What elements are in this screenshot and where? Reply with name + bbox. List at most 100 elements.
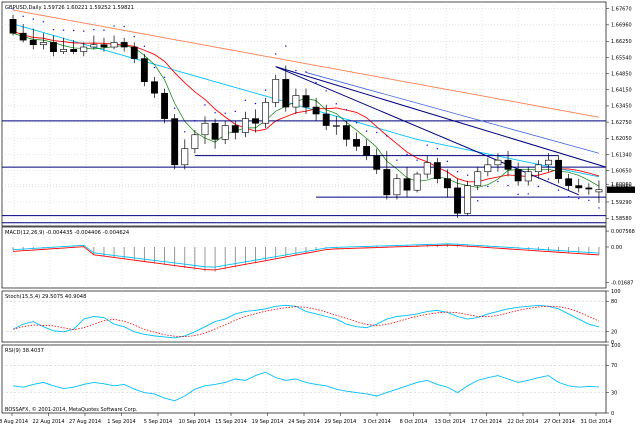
date-tick-label: 1 Sep 2014 xyxy=(107,419,136,425)
candle-body xyxy=(19,32,27,41)
parabolic-sar-dot xyxy=(436,147,439,150)
last-price-label: 1.59821 xyxy=(610,188,631,194)
parabolic-sar-dot xyxy=(62,29,65,31)
candle-body xyxy=(211,122,219,140)
parabolic-sar-dot xyxy=(466,174,469,176)
candle-body xyxy=(272,79,280,103)
parabolic-sar-dot xyxy=(355,122,358,124)
parabolic-sar-dot xyxy=(345,109,348,111)
price-tick-label: 1.63450 xyxy=(611,104,632,110)
trend-line xyxy=(275,66,607,168)
date-tick-label: 24 Sep 2014 xyxy=(288,419,320,425)
parabolic-sar-dot xyxy=(325,90,327,92)
parabolic-sar-dot xyxy=(557,189,560,191)
candle-body xyxy=(312,106,320,115)
candle-body xyxy=(565,178,573,186)
stoch-tick-label: 100 xyxy=(611,289,621,295)
parabolic-sar-dot xyxy=(396,159,398,161)
parabolic-sar-dot xyxy=(567,195,570,198)
ma-long-line xyxy=(12,9,600,118)
candle-body xyxy=(504,159,512,170)
copyright-text: BOSSAFX, © 2001-2014, MetaQuotes Softwar… xyxy=(5,406,138,413)
candle-body xyxy=(575,185,583,189)
parabolic-sar-dot xyxy=(52,29,55,31)
parabolic-sar-dot xyxy=(103,29,105,31)
parabolic-sar-dot xyxy=(224,112,226,115)
parabolic-sar-dot xyxy=(93,29,95,31)
candle-body xyxy=(353,139,360,147)
parabolic-sar-dot xyxy=(497,180,499,183)
parabolic-sar-dot xyxy=(295,69,297,72)
parabolic-sar-dot xyxy=(517,193,519,196)
candle-body xyxy=(332,125,340,127)
candle-body xyxy=(181,148,189,166)
candle-body xyxy=(433,162,441,179)
candle-body xyxy=(464,185,472,214)
stoch-k-line xyxy=(12,304,600,339)
candle-body xyxy=(140,58,148,82)
date-tick-label: 5 Sep 2014 xyxy=(144,419,173,425)
parabolic-sar-dot xyxy=(477,200,479,202)
parabolic-sar-dot xyxy=(204,104,206,106)
date-tick-label: 31 Oct 2014 xyxy=(581,419,612,425)
parabolic-sar-dot xyxy=(153,66,156,69)
price-tick-label: 1.59290 xyxy=(611,200,632,206)
parabolic-sar-dot xyxy=(42,21,45,23)
parabolic-sar-dot xyxy=(406,153,408,156)
parabolic-sar-dot xyxy=(376,131,378,134)
parabolic-sar-dot xyxy=(274,53,277,55)
parabolic-sar-dot xyxy=(335,103,338,105)
parabolic-sar-dot xyxy=(315,81,317,84)
candle-body xyxy=(29,39,37,46)
candle-body xyxy=(130,46,138,59)
date-tick-label: 19 Sep 2014 xyxy=(252,419,284,425)
candle-body xyxy=(241,118,249,133)
candle-body xyxy=(514,169,522,182)
candle-body xyxy=(585,187,593,190)
parabolic-sar-dot xyxy=(487,185,489,188)
candle-body xyxy=(50,42,57,52)
last-price-tag xyxy=(607,186,635,193)
date-tick-label: 8 Oct 2014 xyxy=(400,419,428,425)
candle-body xyxy=(534,164,542,173)
candle-body xyxy=(252,118,259,124)
candle-body xyxy=(161,92,169,119)
candle-body xyxy=(443,178,451,189)
candle-body xyxy=(80,46,88,52)
candle-body xyxy=(484,164,492,173)
candle-body xyxy=(201,122,209,136)
candle-body xyxy=(363,146,371,156)
candle-body xyxy=(373,155,381,170)
rsi-title: RSI(9) 38.4037 xyxy=(5,348,44,354)
price-tick-label: 1.65540 xyxy=(611,55,632,61)
candle-body xyxy=(393,178,401,196)
price-tick-label: 1.61340 xyxy=(611,152,632,158)
date-tick-label: 17 Oct 2014 xyxy=(471,419,502,425)
stoch-tick-label: 0 xyxy=(611,340,614,346)
date-tick-label: 29 Sep 2014 xyxy=(325,419,357,425)
candle-body xyxy=(120,42,128,48)
parabolic-sar-dot xyxy=(537,185,540,188)
candle-body xyxy=(110,42,118,48)
date-tick-label: 27 Aug 2014 xyxy=(69,419,101,425)
pane-frame xyxy=(1,226,607,289)
parabolic-sar-dot xyxy=(598,207,600,209)
candle-body xyxy=(221,125,229,140)
parabolic-sar-dot xyxy=(588,199,590,202)
candle-body xyxy=(454,187,461,214)
candle-body xyxy=(413,173,421,191)
date-tick-label: 22 Oct 2014 xyxy=(508,419,539,425)
pane-frame xyxy=(1,290,607,343)
candle-body xyxy=(282,79,290,108)
price-tick-label: 1.60650 xyxy=(611,168,632,174)
candle-body xyxy=(595,189,603,193)
rsi-tick-label: 70 xyxy=(611,363,617,369)
price-tick-label: 1.64150 xyxy=(611,88,632,94)
price-tick-label: 1.60060 xyxy=(611,182,632,188)
parabolic-sar-dot xyxy=(527,193,529,195)
parabolic-sar-dot xyxy=(123,25,125,28)
parabolic-sar-dot xyxy=(133,35,135,38)
candle-body xyxy=(292,95,300,108)
candle-body xyxy=(39,42,47,46)
candle-body xyxy=(262,102,270,124)
